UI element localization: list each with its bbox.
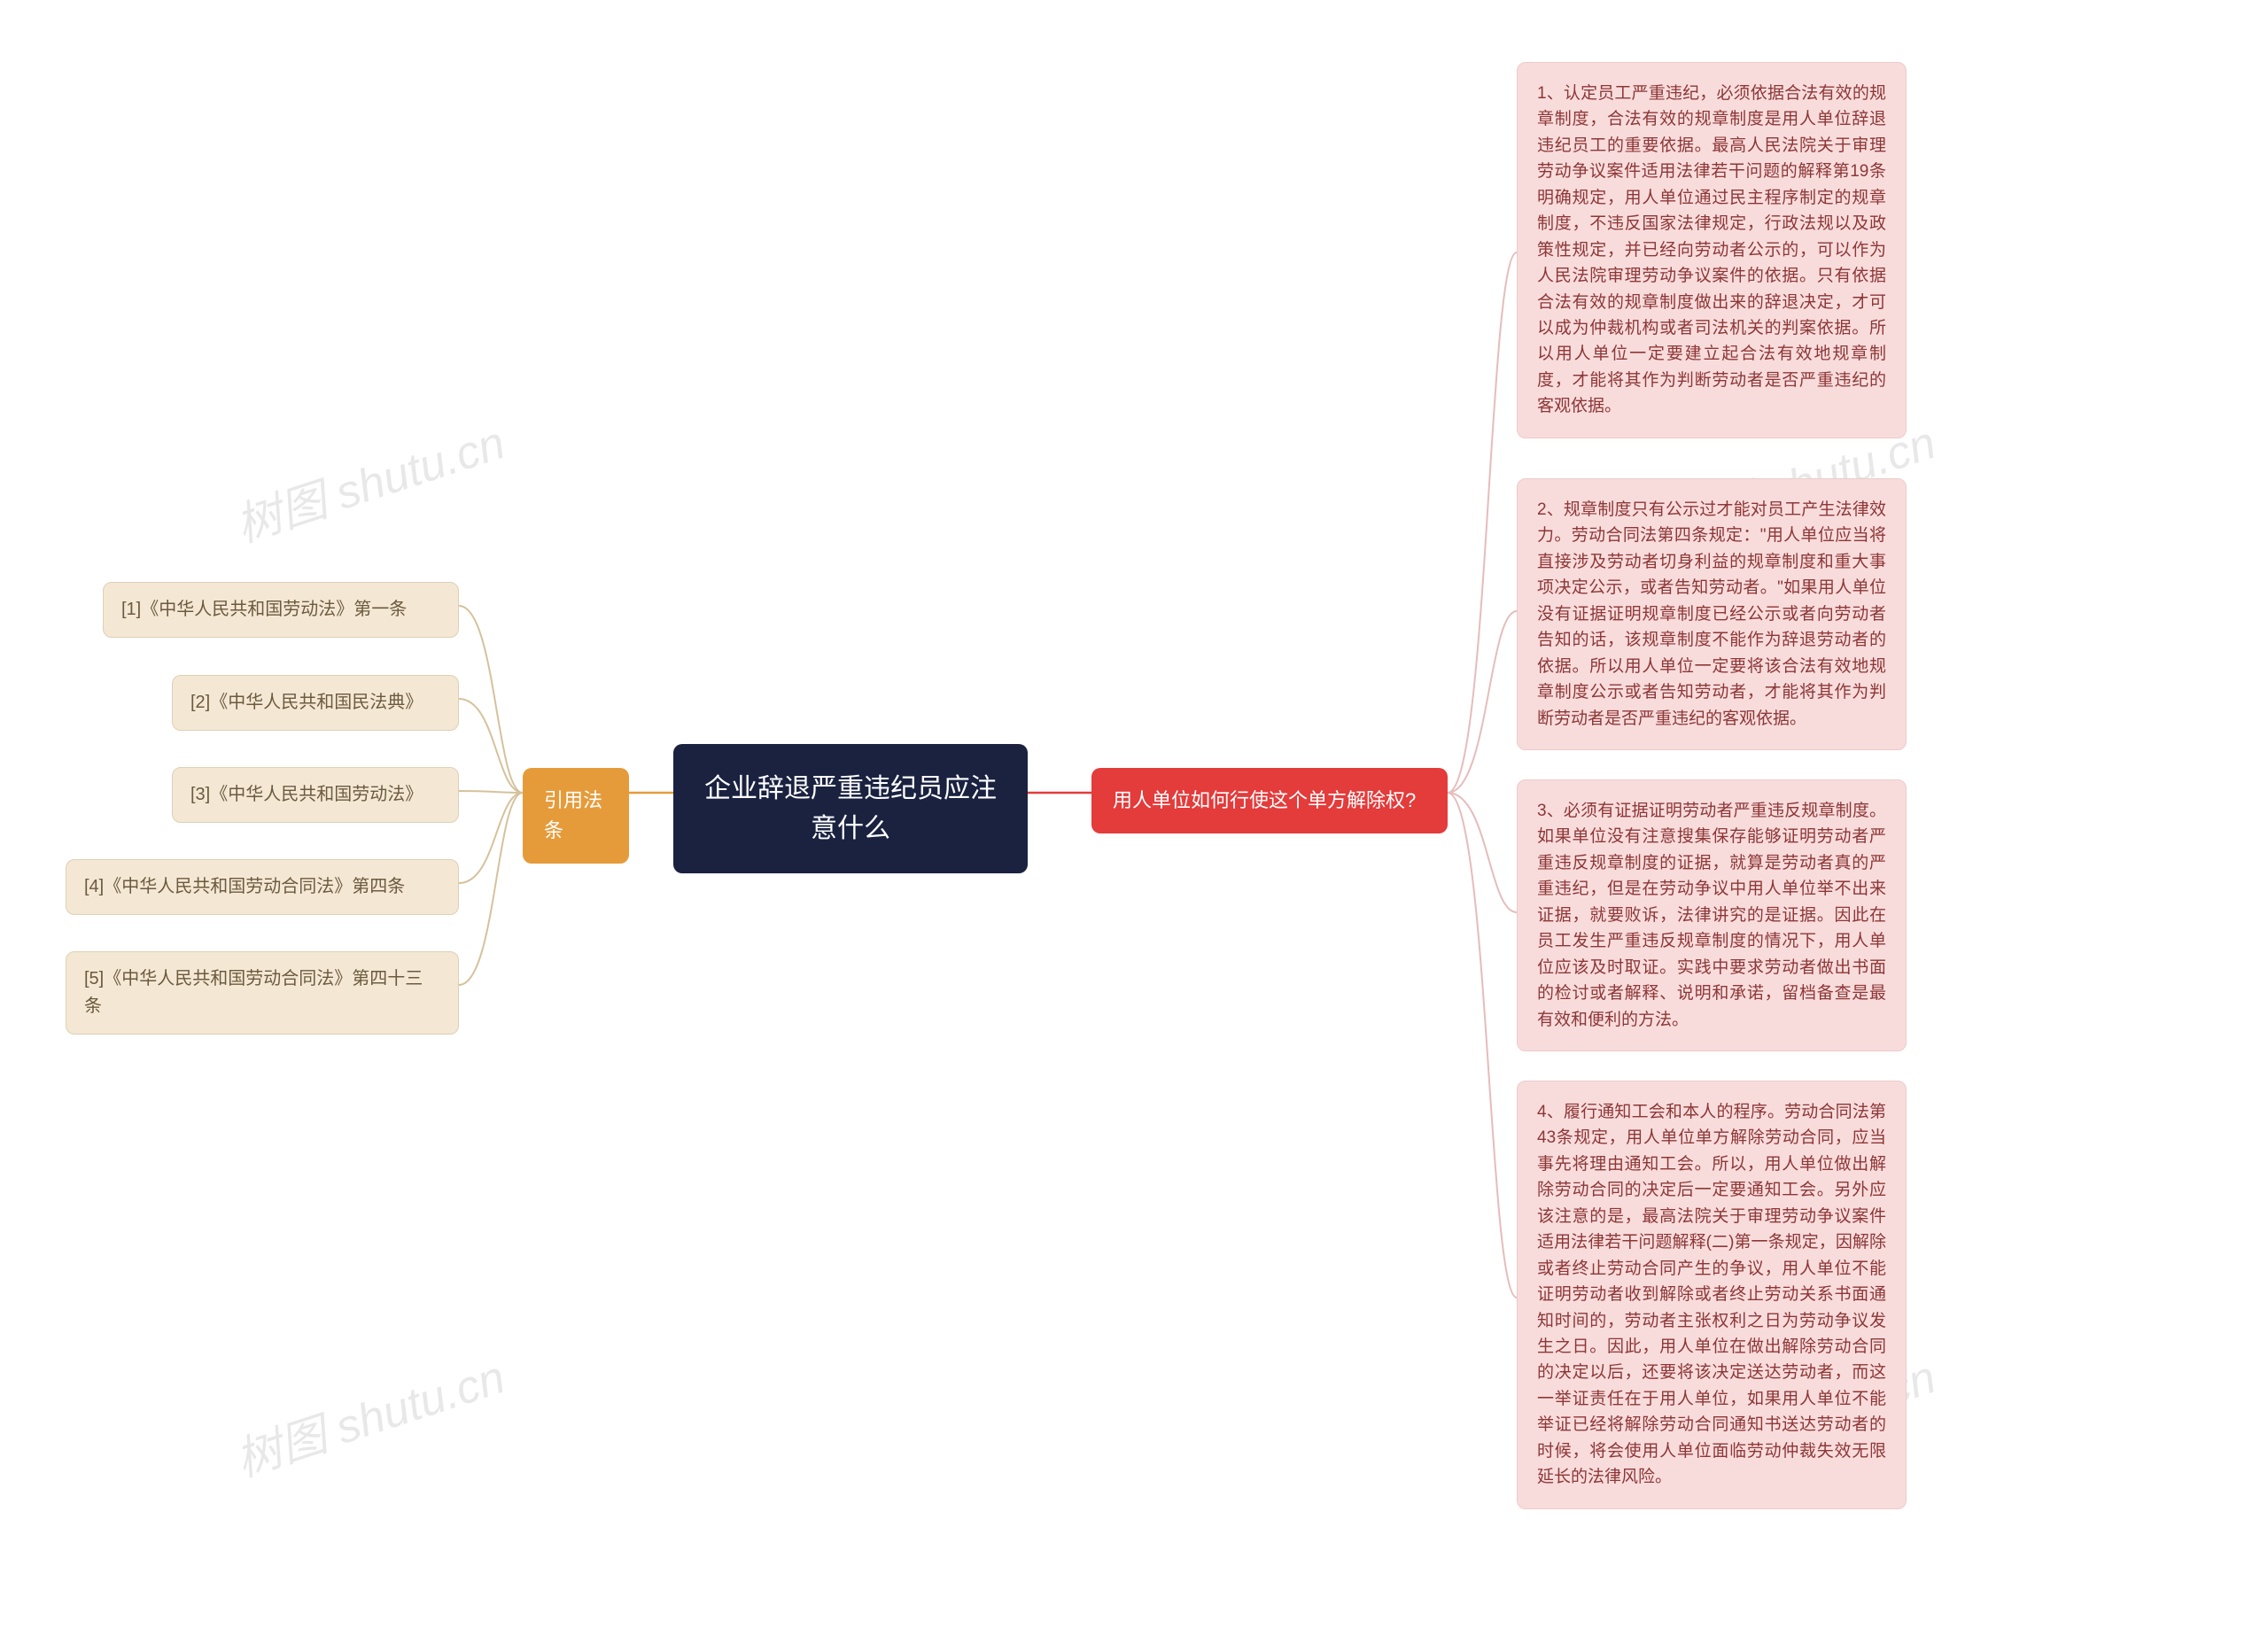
leaf-point-2[interactable]: 2、规章制度只有公示过才能对员工产生法律效力。劳动合同法第四条规定："用人单位应…: [1517, 478, 1907, 750]
leaf-law-4[interactable]: [4]《中华人民共和国劳动合同法》第四条: [66, 859, 459, 915]
leaf-law-1[interactable]: [1]《中华人民共和国劳动法》第一条: [103, 582, 459, 638]
branch-right-node[interactable]: 用人单位如何行使这个单方解除权?: [1091, 768, 1448, 833]
leaf-point-3[interactable]: 3、必须有证据证明劳动者严重违反规章制度。如果单位没有注意搜集保存能够证明劳动者…: [1517, 779, 1907, 1051]
leaf-law-2[interactable]: [2]《中华人民共和国民法典》: [172, 675, 459, 731]
watermark: 树图 shutu.cn: [226, 406, 512, 555]
mindmap-center-node[interactable]: 企业辞退严重违纪员应注意什么: [673, 744, 1028, 873]
leaf-point-4[interactable]: 4、履行通知工会和本人的程序。劳动合同法第43条规定，用人单位单方解除劳动合同，…: [1517, 1081, 1907, 1509]
leaf-law-5[interactable]: [5]《中华人民共和国劳动合同法》第四十三条: [66, 951, 459, 1035]
leaf-law-3[interactable]: [3]《中华人民共和国劳动法》: [172, 767, 459, 823]
branch-left-node[interactable]: 引用法条: [523, 768, 629, 864]
watermark: 树图 shutu.cn: [226, 1340, 512, 1490]
leaf-point-1[interactable]: 1、认定员工严重违纪，必须依据合法有效的规章制度，合法有效的规章制度是用人单位辞…: [1517, 62, 1907, 438]
